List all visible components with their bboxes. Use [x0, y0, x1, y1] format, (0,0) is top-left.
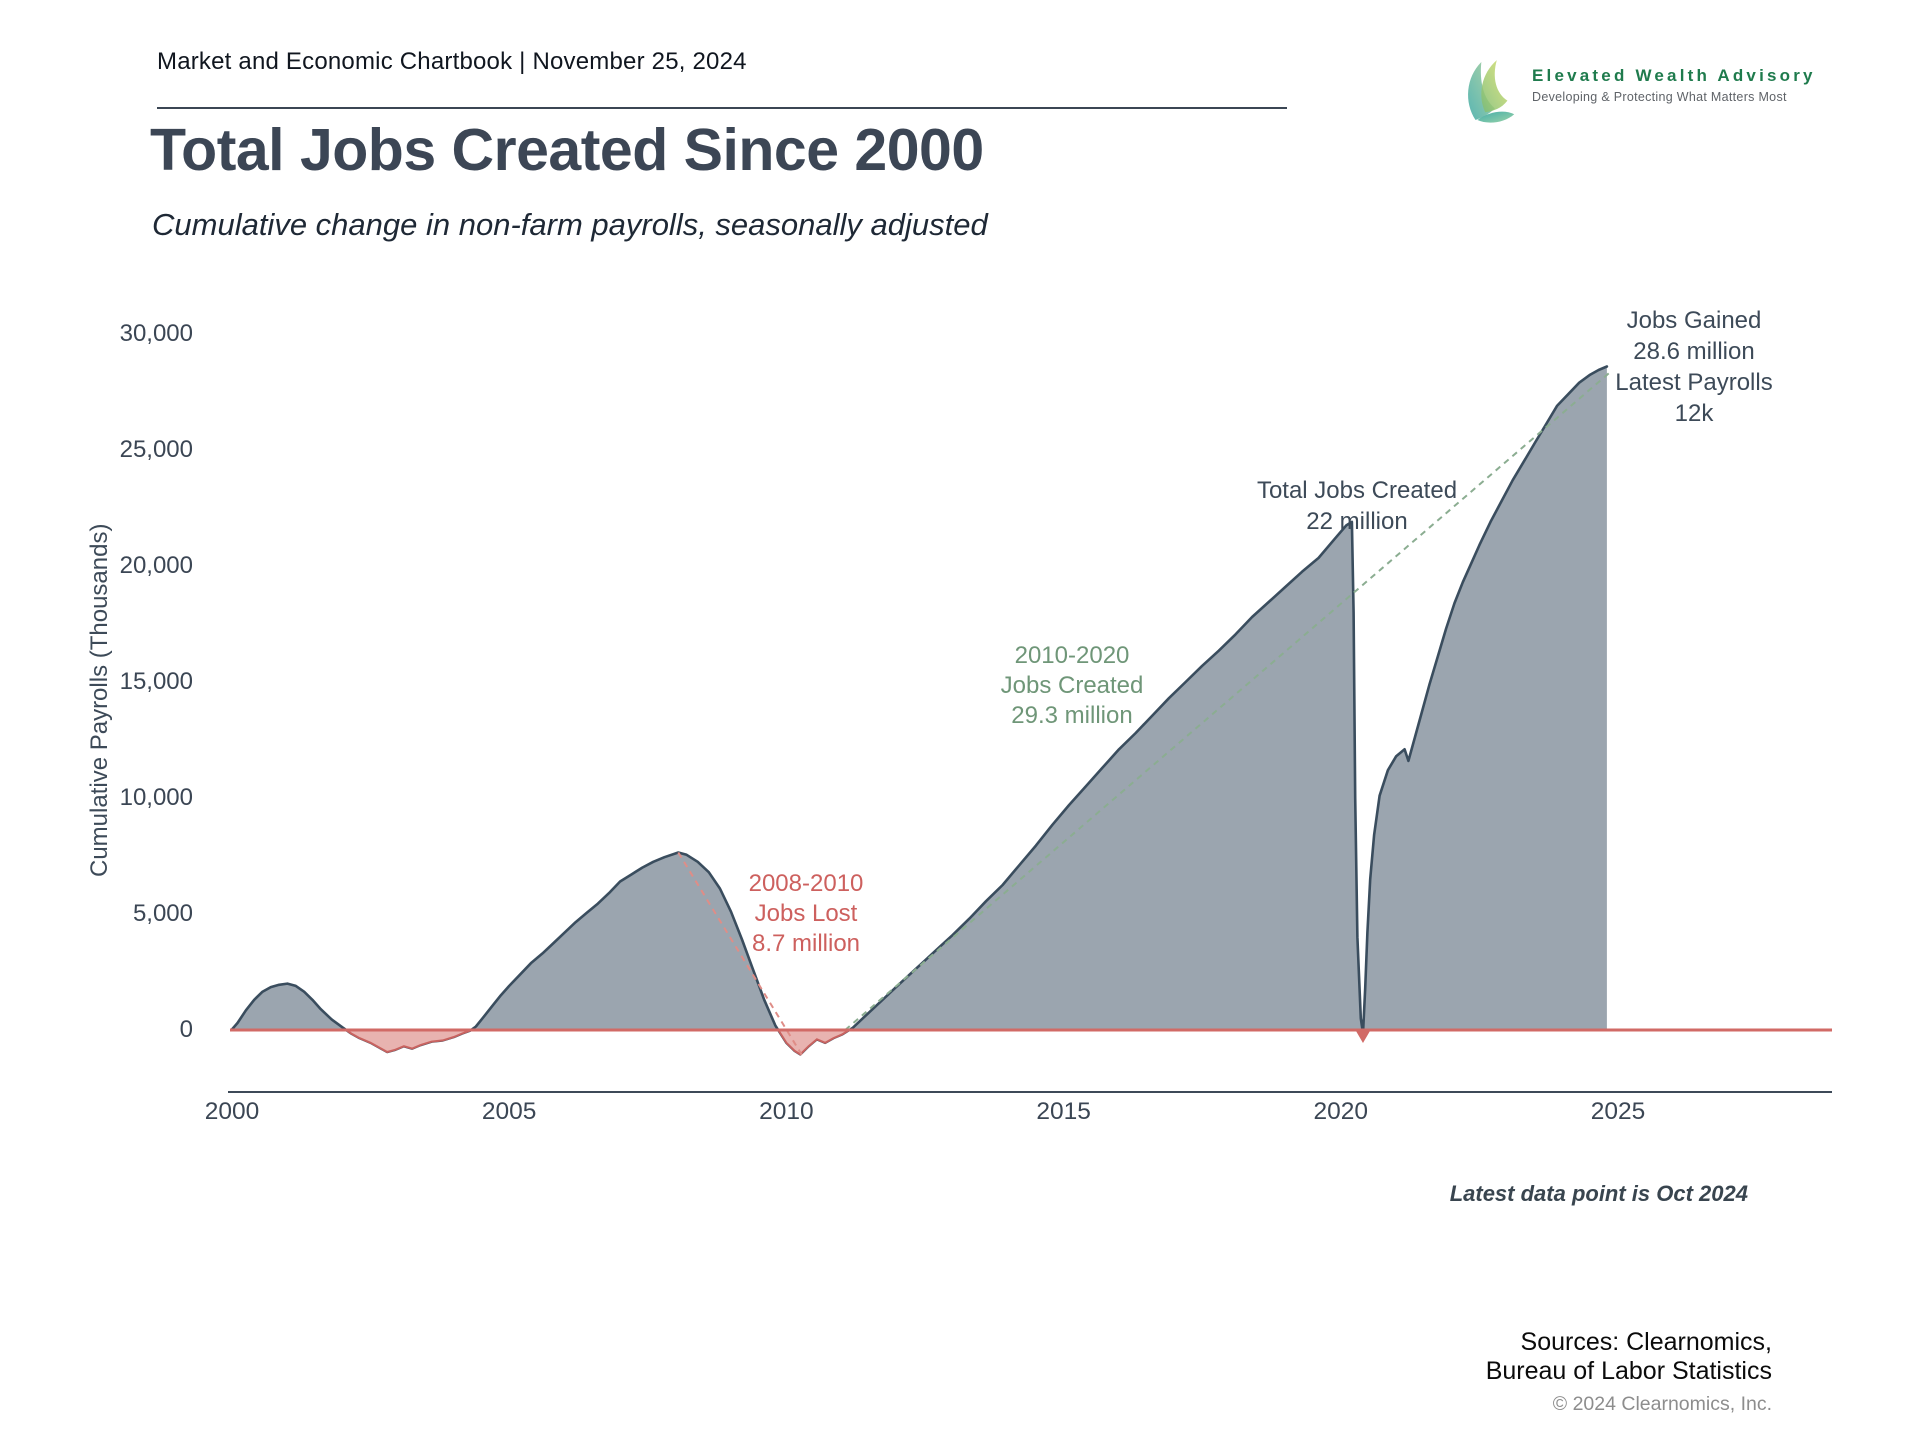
chartbook-header-label: Market and Economic Chartbook | November… — [157, 48, 747, 75]
annotation-line: 29.3 million — [1011, 702, 1133, 729]
sources-line: Sources: Clearnomics, — [1520, 1328, 1772, 1356]
y-axis-title: Cumulative Payrolls (Thousands) — [86, 523, 113, 877]
x-tick-label: 2015 — [1036, 1098, 1091, 1125]
annotation-line: 22 million — [1306, 508, 1408, 535]
logo-tagline: Developing & Protecting What Matters Mos… — [1532, 90, 1787, 104]
cumulative-payrolls-area — [232, 366, 1607, 1055]
below-zero-area — [343, 1029, 474, 1054]
logo-company-name: Elevated Wealth Advisory — [1532, 66, 1816, 85]
below-zero-areas — [343, 1029, 1365, 1056]
x-tick-label: 2000 — [204, 1098, 260, 1125]
annotation-line: 12k — [1674, 400, 1714, 427]
annotation-line: Jobs Lost — [754, 900, 858, 927]
covid-trough-marker — [1355, 1031, 1370, 1043]
y-tick-label: 20,000 — [119, 552, 193, 579]
y-tick-label: 25,000 — [119, 436, 193, 463]
x-tick-label: 2020 — [1313, 1098, 1369, 1125]
sources-line: Bureau of Labor Statistics — [1485, 1357, 1772, 1385]
logo-swoosh-icon — [1468, 60, 1515, 123]
y-tick-label: 5,000 — [132, 900, 193, 927]
x-tick-label: 2005 — [481, 1098, 537, 1125]
copyright-text: © 2024 Clearnomics, Inc. — [1552, 1393, 1772, 1415]
x-tick-label: 2010 — [759, 1098, 814, 1125]
annotation-line: 2010-2020 — [1014, 642, 1130, 669]
annotation-line: Total Jobs Created — [1256, 477, 1458, 504]
annotation-line: Jobs Created — [1000, 672, 1144, 699]
y-tick-label: 15,000 — [119, 668, 193, 695]
annotation-jobs-lost: 2008-2010 Jobs Lost 8.7 million — [696, 869, 916, 959]
jobs-created-trend-dashed-line — [844, 370, 1612, 1031]
annotation-total-jobs-created: Total Jobs Created 22 million — [1237, 475, 1477, 537]
header-divider — [157, 107, 1287, 109]
y-tick-label: 30,000 — [119, 320, 193, 347]
annotation-line: 2008-2010 — [748, 870, 864, 897]
latest-data-footnote: Latest data point is Oct 2024 — [1449, 1181, 1748, 1206]
annotation-line: 28.6 million — [1633, 338, 1755, 365]
page-subtitle: Cumulative change in non-farm payrolls, … — [152, 207, 988, 242]
page-title: Total Jobs Created Since 2000 — [150, 117, 984, 183]
annotation-line: Latest Payrolls — [1615, 369, 1773, 396]
company-logo: Elevated Wealth Advisory Developing & Pr… — [1462, 56, 1816, 126]
annotation-jobs-created: 2010-2020 Jobs Created 29.3 million — [952, 641, 1192, 731]
annotation-line: 8.7 million — [751, 930, 861, 957]
x-tick-label: 2025 — [1590, 1098, 1646, 1125]
annotation-latest-payrolls: Jobs Gained 28.6 million Latest Payrolls… — [1564, 305, 1824, 429]
y-tick-label: 10,000 — [119, 784, 193, 811]
sources-block: Sources: Clearnomics, Bureau of Labor St… — [1486, 1328, 1772, 1419]
annotation-line: Jobs Gained — [1626, 307, 1762, 334]
y-tick-label: 0 — [179, 1016, 193, 1043]
